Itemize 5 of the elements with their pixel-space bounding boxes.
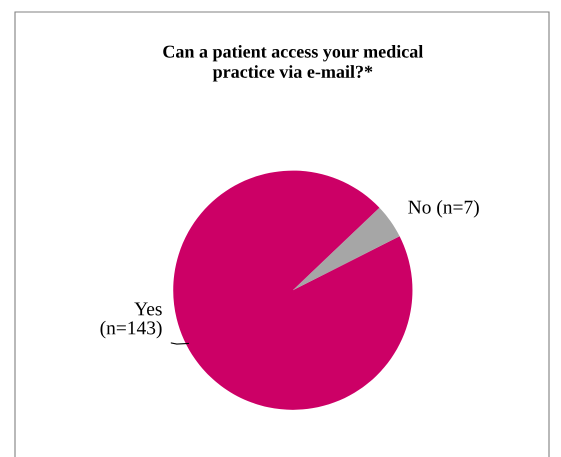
pie-slice bbox=[292, 208, 400, 290]
chart-title: Can a patient access your medical practice via e-mail?* bbox=[163, 45, 424, 82]
data-label: (n=143) bbox=[100, 320, 162, 338]
slice-label: Yes bbox=[134, 302, 162, 316]
slice-label: No (n=7) bbox=[408, 200, 479, 218]
